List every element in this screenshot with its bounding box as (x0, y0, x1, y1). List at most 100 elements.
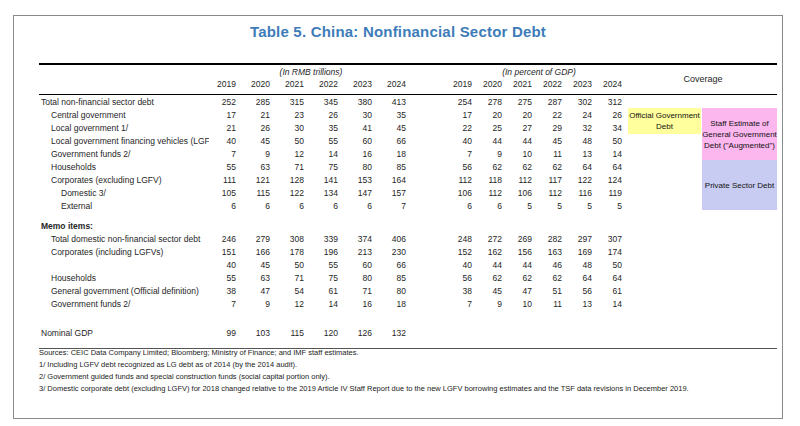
cell-gdp-value: 40 (449, 135, 479, 148)
coverage-box-label: Official Government Debt (628, 110, 701, 132)
cell-gdp-value: 275 (509, 96, 539, 109)
row-label: Households (39, 161, 209, 174)
cell-gdp-value: 254 (449, 96, 479, 109)
cell-rmb-value: 196 (311, 246, 345, 259)
cell-gdp-value: 112 (509, 174, 539, 187)
cell-gdp-value: 106 (509, 187, 539, 200)
cell-rmb-value: 50 (277, 259, 311, 272)
column-gap (413, 96, 449, 109)
cell-gdp-value: 56 (449, 272, 479, 285)
cell-gdp-value: 17 (449, 109, 479, 122)
cell-rmb-value (379, 220, 413, 233)
cell-rmb-value: 308 (277, 233, 311, 246)
cell-gdp-value: 46 (539, 259, 569, 272)
cell-gdp-value: 45 (539, 135, 569, 148)
cell-rmb-value: 6 (209, 200, 243, 213)
cell-gdp-value: 272 (479, 233, 509, 246)
cell-gdp-value: 47 (509, 285, 539, 298)
cell-gdp-value: 122 (569, 174, 599, 187)
cell-rmb-value: 26 (311, 109, 345, 122)
cell-rmb-value: 21 (243, 109, 277, 122)
cell-gdp-value: 10 (509, 298, 539, 311)
row-label: External (39, 200, 209, 213)
cell-rmb-value: 26 (243, 122, 277, 135)
cell-gdp-value: 40 (449, 259, 479, 272)
table-row: Government funds 2/79121416187910111314 (39, 148, 777, 161)
cell-gdp-value: 11 (539, 298, 569, 311)
row-label: Nominal GDP (39, 327, 209, 340)
cell-gdp-value: 117 (539, 174, 569, 187)
column-gap (413, 200, 449, 213)
cell-gdp-value: 51 (539, 285, 569, 298)
cell-gdp-value: 119 (599, 187, 629, 200)
year-header: 2024 (379, 79, 413, 89)
table-row: Memo items: (39, 220, 777, 233)
cell-rmb-value: 115 (243, 187, 277, 200)
cell-gdp-value (539, 220, 569, 233)
cell-gdp-value: 44 (509, 259, 539, 272)
cell-gdp-value: 163 (539, 246, 569, 259)
year-header: 2020 (479, 79, 509, 89)
cell-gdp-value: 34 (599, 122, 629, 135)
cell-gdp-value: 64 (599, 272, 629, 285)
cell-gdp-value (479, 220, 509, 233)
column-gap (413, 148, 449, 161)
table-row: Corporates (excluding LGFV)1111211281411… (39, 174, 777, 187)
cell-rmb-value: 315 (277, 96, 311, 109)
cell-rmb-value: 105 (209, 187, 243, 200)
cell-gdp-value: 6 (479, 200, 509, 213)
table-row: Nominal GDP99103115120126132 (39, 327, 777, 340)
cell-rmb-value (209, 220, 243, 233)
cell-gdp-value: 45 (479, 285, 509, 298)
cell-rmb-value: 134 (311, 187, 345, 200)
column-gap (413, 122, 449, 135)
cell-gdp-value (569, 220, 599, 233)
column-gap (413, 327, 449, 340)
cell-gdp-value (599, 220, 629, 233)
cell-rmb-value: 61 (311, 285, 345, 298)
cell-rmb-value: 30 (277, 122, 311, 135)
column-gap (413, 161, 449, 174)
cell-rmb-value: 157 (379, 187, 413, 200)
cell-gdp-value: 61 (599, 285, 629, 298)
table-row: Households556371758085566262626464 (39, 161, 777, 174)
source-note: Sources: CEIC Data Company Limited; Bloo… (39, 347, 764, 359)
cell-gdp-value: 278 (479, 96, 509, 109)
cell-rmb-value: 16 (345, 148, 379, 161)
year-header: 2022 (311, 79, 345, 89)
cell-rmb-value: 40 (209, 135, 243, 148)
cell-rmb-value: 246 (209, 233, 243, 246)
cell-rmb-value: 374 (345, 233, 379, 246)
cell-gdp-value: 112 (479, 187, 509, 200)
debt-table: (In RMB trillions) (In percent of GDP) C… (39, 63, 777, 355)
coverage-box-private-sector-debt: Private Sector Debt (702, 160, 777, 210)
year-header: 2021 (277, 79, 311, 89)
cell-gdp-value: 48 (569, 259, 599, 272)
cell-gdp-value: 248 (449, 233, 479, 246)
cell-gdp-value: 162 (479, 246, 509, 259)
memo-section-rows: Memo items:Total domestic non-financial … (39, 220, 777, 311)
cell-rmb-value: 128 (277, 174, 311, 187)
cell-rmb-value (243, 220, 277, 233)
cell-rmb-value: 230 (379, 246, 413, 259)
cell-rmb-value: 47 (243, 285, 277, 298)
cell-gdp-value: 10 (509, 148, 539, 161)
cell-gdp-value: 38 (449, 285, 479, 298)
table-row: Government funds 2/79121416187910111314 (39, 298, 777, 311)
row-label: Households (39, 272, 209, 285)
cell-rmb-value: 60 (345, 259, 379, 272)
cell-gdp-value: 26 (599, 109, 629, 122)
cell-gdp-value (599, 327, 629, 340)
cell-gdp-value: 312 (599, 96, 629, 109)
cell-gdp-value: 62 (539, 272, 569, 285)
cell-rmb-value: 71 (277, 272, 311, 285)
footnote-1: 1/ Including LGFV debt recognized as LG … (39, 359, 764, 371)
cell-rmb-value (277, 220, 311, 233)
coverage-box-label: Staff Estimate of General Government Deb… (702, 118, 777, 151)
cell-rmb-value: 45 (243, 259, 277, 272)
cell-rmb-value: 55 (311, 135, 345, 148)
cell-rmb-value (345, 220, 379, 233)
cell-gdp-value: 62 (479, 272, 509, 285)
year-header: 2019 (449, 79, 479, 89)
cell-rmb-value: 55 (209, 272, 243, 285)
